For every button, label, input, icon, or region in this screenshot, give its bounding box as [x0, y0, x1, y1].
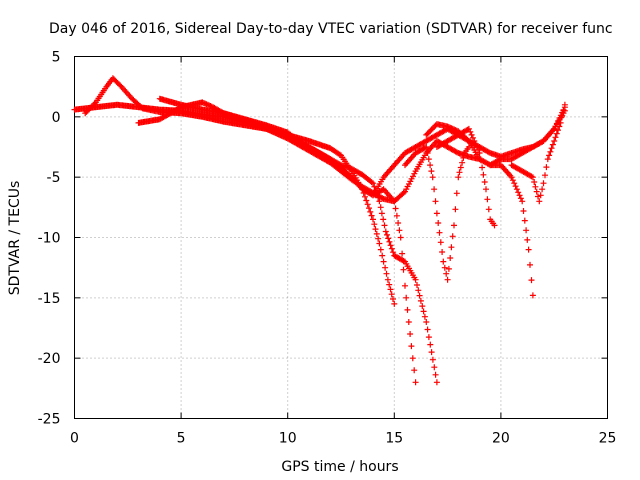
y-tick-label: -10 [38, 231, 61, 247]
y-tick-label: -25 [38, 412, 61, 428]
y-tick-label: -5 [47, 170, 61, 186]
series-s8 [433, 125, 498, 229]
x-tick-label: 20 [492, 431, 510, 447]
series-markers [156, 95, 440, 386]
series-markers [433, 125, 498, 229]
series-s2 [82, 75, 398, 307]
series-s10 [508, 101, 568, 205]
series-s3 [135, 99, 419, 386]
series-markers [71, 101, 483, 205]
y-tick-label: -15 [38, 291, 61, 307]
x-axis-ticks: 0 5 10 15 20 25 [70, 56, 617, 447]
chart-title: Day 046 of 2016, Sidereal Day-to-day VTE… [49, 21, 613, 37]
x-tick-label: 15 [385, 431, 403, 447]
series-markers [487, 104, 568, 169]
grid-lines [74, 56, 608, 419]
y-tick-label: -20 [38, 351, 61, 367]
series-markers [402, 144, 472, 283]
series-s6 [402, 144, 472, 283]
x-axis-label: GPS time / hours [281, 459, 398, 475]
y-axis-label: SDTVAR / TECUs [7, 181, 23, 296]
y-tick-label: 5 [52, 50, 61, 66]
series-markers [135, 99, 419, 386]
series-s4 [156, 95, 440, 386]
y-axis-ticks: 5 0 -5 -10 -15 -20 -25 [38, 50, 608, 428]
x-tick-label: 5 [177, 431, 186, 447]
data-points [71, 75, 568, 386]
series-markers [82, 75, 398, 307]
series-s9 [487, 104, 568, 169]
x-tick-label: 25 [599, 431, 617, 447]
x-tick-label: 10 [279, 431, 297, 447]
series-s1 [71, 101, 483, 205]
x-tick-label: 0 [70, 431, 79, 447]
series-markers [370, 107, 568, 199]
series-markers [508, 101, 568, 205]
y-tick-label: 0 [52, 110, 61, 126]
series-s5 [370, 107, 568, 199]
